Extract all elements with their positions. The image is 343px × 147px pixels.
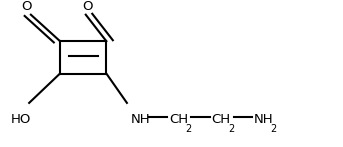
Text: 2: 2: [270, 124, 276, 134]
Text: O: O: [82, 0, 93, 13]
Text: CH: CH: [169, 113, 188, 126]
Text: NH: NH: [130, 113, 150, 126]
Text: NH: NH: [254, 113, 273, 126]
Text: O: O: [22, 0, 32, 13]
Text: HO: HO: [10, 113, 31, 126]
Text: 2: 2: [228, 124, 234, 134]
Text: CH: CH: [211, 113, 230, 126]
Text: 2: 2: [185, 124, 191, 134]
